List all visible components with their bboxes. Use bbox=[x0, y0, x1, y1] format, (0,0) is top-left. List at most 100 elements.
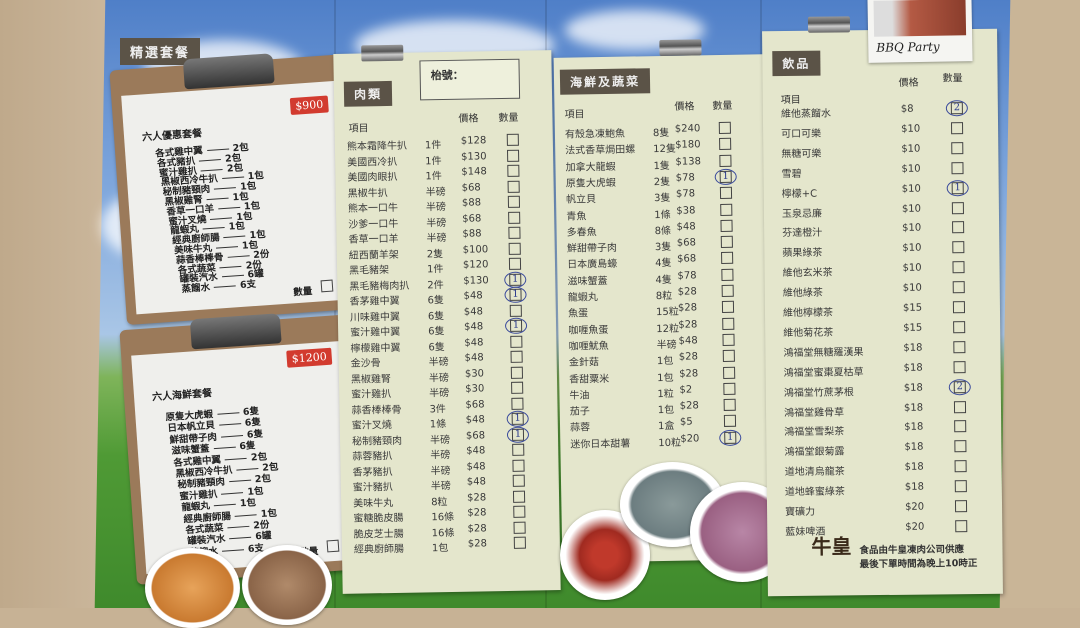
drinks-item-name: 可口可樂 bbox=[781, 128, 822, 140]
drinks-qty-box[interactable] bbox=[953, 340, 966, 354]
seafood-item-price: $28 bbox=[677, 302, 698, 315]
seafood-item: 迷你日本甜薯 10粒 $20 1 bbox=[560, 429, 770, 450]
package-qty-box[interactable] bbox=[326, 539, 340, 553]
seafood-qty-box[interactable] bbox=[721, 284, 734, 297]
drinks-item: 鴻福堂竹蔗茅根 $18 2 bbox=[766, 378, 1001, 399]
drinks-item-name: 芬達橙汁 bbox=[782, 228, 823, 240]
meat-qty-box[interactable] bbox=[508, 242, 521, 255]
seafood-qty-box[interactable] bbox=[723, 415, 737, 428]
drinks-qty-box[interactable] bbox=[954, 420, 967, 433]
meat-qty-box[interactable] bbox=[510, 366, 523, 379]
drinks-qty-box[interactable] bbox=[951, 161, 964, 174]
meat-qty-box[interactable] bbox=[510, 335, 523, 348]
seafood-qty-box[interactable] bbox=[718, 121, 731, 134]
meat-item-price: $130 bbox=[463, 274, 489, 287]
seafood-qty-box[interactable] bbox=[723, 366, 736, 379]
meat-item-name: 黑椒牛扒 bbox=[347, 187, 388, 200]
drinks-item: 鴻福堂蜜棗夏枯草 $18 bbox=[766, 360, 1001, 379]
seafood-item-price: $78 bbox=[677, 270, 697, 282]
drinks-qty-box[interactable] bbox=[953, 400, 967, 413]
drinks-qty-box[interactable] bbox=[953, 321, 966, 334]
seafood-item-price: $138 bbox=[675, 155, 701, 168]
drinks-qty-box[interactable] bbox=[955, 520, 968, 533]
meat-qty-box[interactable] bbox=[508, 257, 522, 270]
seafood-qty-box[interactable] bbox=[719, 186, 733, 200]
drinks-qty-box[interactable] bbox=[954, 480, 967, 493]
drinks-item-price: $10 bbox=[901, 163, 921, 175]
meat-qty-box[interactable] bbox=[510, 350, 523, 363]
seafood-qty-box[interactable] bbox=[723, 398, 736, 412]
meat-qty-box[interactable] bbox=[513, 521, 526, 534]
drinks-item-name: 雪碧 bbox=[781, 168, 802, 180]
seafood-qty-box[interactable] bbox=[723, 382, 736, 395]
seafood-item-name: 青魚 bbox=[566, 210, 587, 223]
meat-qty-box[interactable] bbox=[507, 164, 520, 177]
seafood-item-unit: 4隻 bbox=[655, 274, 672, 286]
drinks-qty-box[interactable] bbox=[954, 440, 967, 453]
seafood-qty-box[interactable] bbox=[720, 219, 733, 232]
meat-item-price: $28 bbox=[467, 522, 487, 535]
seafood-qty-box[interactable] bbox=[720, 235, 733, 249]
meat-qty-box[interactable] bbox=[506, 149, 520, 162]
drinks-item-name: 維他蒸餾水 bbox=[780, 108, 831, 121]
drinks-item-price: $8 bbox=[900, 103, 914, 115]
drinks-qty-box[interactable] bbox=[951, 201, 964, 214]
seafood-qty-box[interactable] bbox=[722, 317, 735, 330]
seafood-qty-box[interactable] bbox=[721, 252, 734, 265]
drinks-qty-box[interactable] bbox=[954, 460, 967, 473]
meat-qty-box[interactable] bbox=[508, 211, 521, 224]
meat-qty-box[interactable] bbox=[511, 381, 524, 394]
drinks-qty-box[interactable] bbox=[952, 241, 965, 254]
meat-qty-box[interactable] bbox=[511, 397, 524, 410]
seafood-item-name: 金針菇 bbox=[568, 357, 600, 369]
drinks-qty-box[interactable] bbox=[951, 141, 964, 155]
seafood-item-price: $20 bbox=[680, 433, 700, 445]
seafood-qty-box[interactable] bbox=[719, 154, 732, 167]
drinks-qty-box[interactable] bbox=[952, 221, 965, 234]
drinks-item: 維他玄米茶 $10 bbox=[764, 261, 999, 279]
seafood-item-name: 牛油 bbox=[569, 390, 590, 402]
package-qty-box[interactable] bbox=[320, 279, 334, 293]
drinks-qty-box[interactable] bbox=[951, 122, 964, 135]
drinks-qty-box[interactable] bbox=[952, 301, 966, 314]
meat-qty-box[interactable] bbox=[506, 133, 519, 146]
dash-line bbox=[236, 468, 259, 471]
drinks-item: 雪碧 $10 bbox=[763, 161, 998, 180]
meat-qty-box[interactable] bbox=[513, 505, 526, 518]
package-item-name: 蒸餾水 bbox=[181, 282, 211, 296]
meat-item-price: $28 bbox=[467, 507, 487, 519]
handwritten-qty: 1 bbox=[946, 179, 969, 196]
seafood-qty-box[interactable] bbox=[721, 268, 734, 281]
drinks-qty-box[interactable] bbox=[952, 261, 965, 274]
drinks-item-name: 鴻福堂銀菊露 bbox=[784, 446, 845, 459]
seafood-item-unit: 1隻 bbox=[653, 160, 670, 172]
meat-qty-box[interactable] bbox=[507, 195, 521, 208]
meat-qty-box[interactable] bbox=[508, 226, 521, 239]
drinks-qty-box[interactable] bbox=[952, 281, 965, 294]
clip-icon bbox=[182, 53, 275, 90]
meat-item-name: 蜜汁雞中翼 bbox=[350, 326, 401, 339]
meat-item-name: 秘制豬頸肉 bbox=[351, 435, 403, 448]
drinks-qty-box[interactable] bbox=[954, 500, 968, 513]
meat-qty-box[interactable] bbox=[507, 180, 520, 193]
dash-line bbox=[228, 479, 251, 483]
seafood-qty-box[interactable] bbox=[721, 301, 735, 314]
meat-qty-box[interactable] bbox=[512, 474, 525, 487]
table-number-field[interactable]: 枱號： bbox=[419, 58, 521, 101]
seafood-qty-box[interactable] bbox=[722, 333, 735, 346]
seafood-qty-box[interactable] bbox=[719, 138, 732, 151]
seafood-qty-box[interactable] bbox=[720, 203, 733, 216]
drinks-qty-box[interactable] bbox=[953, 360, 966, 373]
meat-qty-box[interactable] bbox=[512, 443, 525, 456]
drinks-item-name: 鴻福堂雪梨茶 bbox=[784, 426, 845, 439]
drinks-item-price: $18 bbox=[903, 342, 923, 354]
seafood-qty-box[interactable] bbox=[722, 349, 735, 363]
drinks-item-price: $18 bbox=[904, 421, 924, 434]
seafood-item: 茄子 1包 $28 bbox=[560, 398, 770, 418]
meat-qty-box[interactable] bbox=[512, 490, 526, 503]
meat-item-price: $68 bbox=[465, 429, 486, 442]
meat-qty-box[interactable] bbox=[513, 536, 526, 549]
meat-qty-box[interactable] bbox=[512, 459, 525, 472]
header-price: 價格 bbox=[458, 113, 479, 125]
meat-qty-box[interactable] bbox=[509, 304, 522, 317]
